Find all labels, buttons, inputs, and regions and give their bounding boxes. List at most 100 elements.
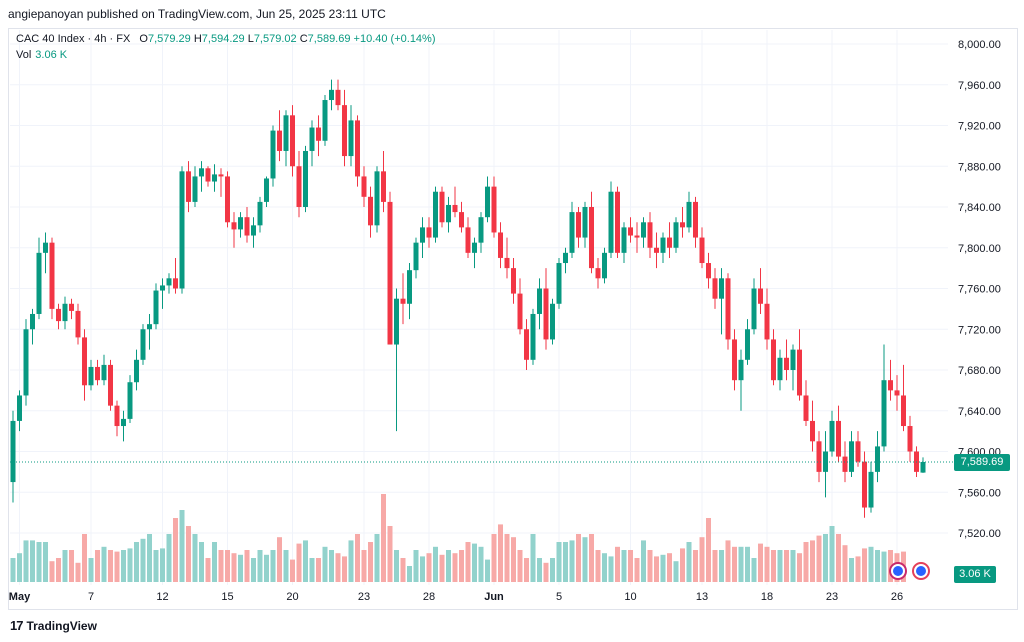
candle-body [17,395,22,421]
candle-body [160,285,165,291]
candle-body [179,171,185,289]
candle-body [30,313,35,330]
time-tick-label: 12 [156,591,168,603]
candle-body [348,120,354,157]
volume-bar [218,550,224,582]
volume-bar [498,524,503,582]
time-tick-label: 7 [88,591,94,603]
volume-bar [725,540,731,582]
candle-body [550,303,555,340]
tradingview-logo-icon: 17 [10,618,24,633]
candle-body [251,225,256,236]
candle-body [270,130,276,179]
low-label: L [247,33,254,45]
volume-bar [563,542,568,582]
volume-bar [43,542,48,582]
volume-bar [836,534,841,582]
price-tick-label: 8,000.00 [958,39,1001,51]
candle-body [758,288,763,304]
volume-bar [140,538,146,582]
candle-body [244,217,250,236]
volume-bar [517,550,523,582]
candle-body [816,441,822,472]
candle-body [511,268,516,294]
candle-body [166,278,172,286]
volume-bar [680,548,685,582]
volume-bar [121,550,126,582]
volume-bar [166,534,172,582]
candle-body [849,441,854,472]
candle-body [342,105,347,157]
candle-body [829,420,835,452]
volume-bar [192,534,198,582]
volume-bar [179,510,185,582]
volume-bar [348,540,354,582]
volume-bar [745,546,750,582]
candle-body [810,420,815,442]
volume-bar [732,546,737,582]
volume-bar [355,534,360,582]
volume-bar [62,550,68,582]
volume-bar [283,550,289,582]
candle-body [212,174,217,182]
candle-body [413,242,419,271]
candle-body [329,89,334,101]
price-tick-label: 7,880.00 [958,161,1001,173]
candle-body [439,191,445,223]
time-axis: May 7 12 15 20 23 28 Jun 5 10 13 18 23 26 [9,591,903,603]
volume-bar [413,550,419,582]
candle-body [88,366,94,386]
candle-body [277,130,282,151]
candle-body [82,337,87,386]
candle-body [400,298,406,304]
candle-body [628,227,633,236]
volume-bar [823,534,828,582]
volume-bar [407,566,412,582]
price-tick-label: 7,760.00 [958,284,1001,296]
candle-body [407,270,412,304]
candle-body [517,293,523,330]
candle-body [199,168,204,177]
volume-bar [381,494,386,582]
candle-body [303,150,308,207]
low-value: 7,579.02 [253,33,297,45]
calendar-event-icon[interactable] [889,562,907,580]
candle-body [602,252,607,279]
candle-body [452,204,458,213]
candle-body [537,288,542,314]
close-value: 7,589.69 [307,33,351,45]
candle-body [706,263,711,279]
candle-body [803,395,809,421]
candle-body [231,222,237,230]
volume-bar [290,559,295,582]
chart-frame [8,28,1018,610]
candle-body [173,278,178,289]
candle-body [823,451,828,472]
volume-bar [238,554,243,582]
price-tick-label: 7,920.00 [958,121,1001,133]
tradingview-brand[interactable]: 17 TradingView [10,618,97,633]
volume-bar [244,550,250,582]
candle-body [894,390,900,396]
volume-bar [777,550,783,582]
volume-bar [582,537,588,582]
volume-bar [829,526,835,582]
candle-body [543,288,549,340]
volume-bar [485,559,490,582]
volume-bar [608,556,614,582]
calendar-event-icon[interactable] [912,562,930,580]
volume-bar [270,550,276,582]
volume-bar [803,542,809,582]
time-tick-label: May [9,591,31,603]
ohlc-legend: CAC 40 Index · 4h · FX O7,579.29 H7,594.… [16,33,436,45]
volume-bar [114,551,120,582]
time-tick-label: 23 [358,591,370,603]
volume-bar [849,558,854,582]
volume-bar [719,550,724,582]
candle-body [75,310,81,338]
volume-bar [504,534,510,582]
volume-legend: Vol 3.06 K [16,49,67,61]
volume-bar [862,548,867,582]
volume-bar [153,550,159,582]
